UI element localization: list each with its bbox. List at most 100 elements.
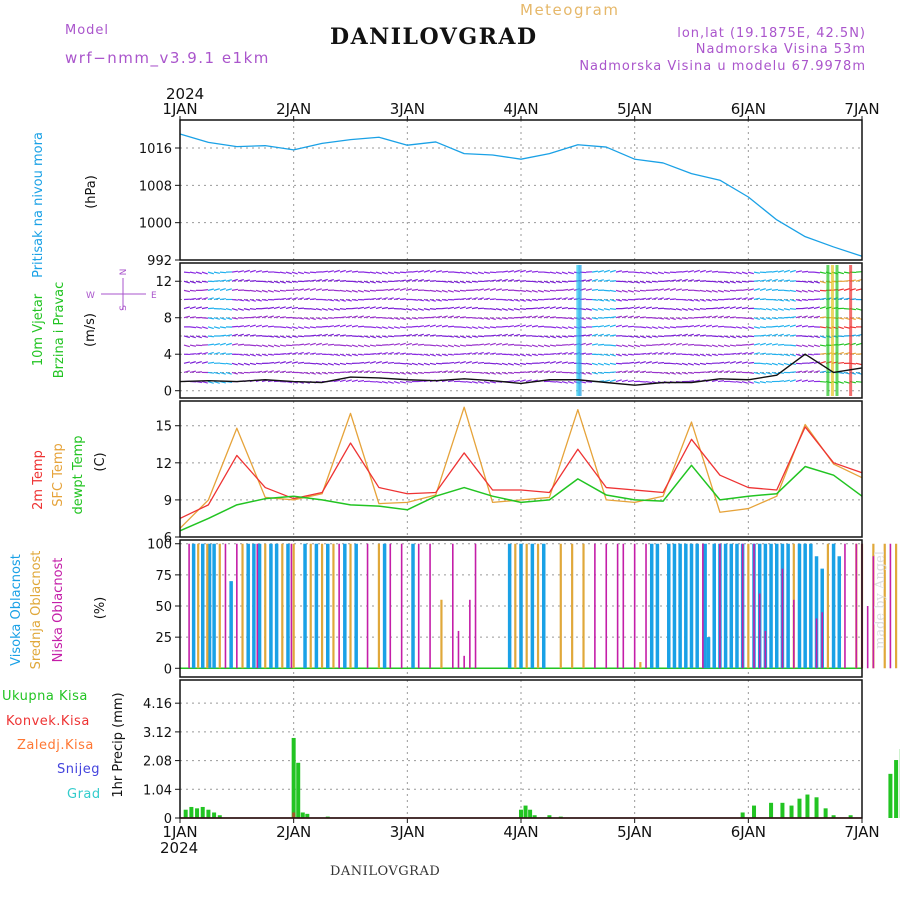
wind-barb (261, 298, 269, 302)
wind-barb (561, 271, 568, 275)
wind-barb (459, 297, 467, 301)
wind-barb (207, 371, 215, 374)
wind-barb (363, 370, 370, 374)
wind-barb (651, 361, 658, 364)
wind-barb (771, 298, 779, 301)
wind-barb (723, 306, 730, 310)
y-tick-label: 100 (147, 538, 172, 553)
wind-barb (189, 335, 196, 339)
wind-barb (747, 361, 755, 364)
wind-barb (777, 269, 784, 273)
wind-barb (237, 279, 244, 282)
wind-barb (705, 270, 712, 273)
wind-barb (597, 371, 605, 374)
model-altitude-text: Nadmorska Visina u modelu 67.9978m (579, 59, 866, 74)
wind-barb (711, 270, 719, 273)
wind-barb (357, 306, 364, 310)
wind-barb (735, 335, 742, 339)
wind-barb (429, 316, 437, 319)
wind-barb (417, 325, 425, 328)
wind-barb (789, 379, 796, 383)
wind-barb (843, 371, 850, 375)
wind-barb (819, 280, 826, 284)
wind-barb (561, 288, 569, 291)
wind-barb (543, 315, 550, 319)
wind-barb (759, 279, 766, 282)
wind-barb (519, 269, 526, 273)
wind-barb (807, 335, 814, 338)
wind-barb (801, 280, 809, 283)
wind-barb (369, 353, 377, 355)
wind-barb (525, 270, 532, 273)
wind-barb (213, 371, 220, 375)
wind-barb (351, 280, 359, 283)
wind-barb (705, 370, 712, 374)
wind-barb (447, 379, 455, 383)
wind-barb (231, 317, 238, 320)
bottom-tick-label: 1JAN (162, 823, 197, 841)
wind-barb (255, 370, 263, 374)
wind-barb (717, 315, 724, 319)
wind-barb (795, 353, 802, 357)
wind-barb (807, 353, 815, 356)
wind-barb (813, 344, 820, 348)
wind-barb (483, 352, 490, 355)
wind-barb (477, 271, 484, 275)
wind-barb (399, 334, 407, 337)
wind-barb (291, 352, 298, 355)
wind-barb (273, 280, 280, 284)
wind-barb (507, 343, 515, 346)
wind-barb (339, 308, 347, 311)
wind-barb (477, 361, 485, 364)
wind-barb (327, 371, 335, 375)
wind-barb (795, 379, 802, 383)
wind-barb (621, 289, 628, 293)
wind-barb (753, 342, 760, 346)
wind-barb (405, 279, 412, 282)
wind-barb (789, 371, 797, 374)
wind-barb (543, 335, 550, 339)
bottom-tick-label: 6JAN (731, 823, 766, 841)
wind-barb (387, 361, 395, 364)
wind-barb (429, 353, 436, 357)
wind-barb (681, 325, 689, 328)
wind-barb (525, 289, 532, 293)
wind-barb (819, 344, 827, 347)
wind-barb (345, 270, 352, 273)
wind-barb (483, 271, 491, 274)
wind-barb (267, 353, 275, 356)
wind-barb (303, 297, 310, 301)
wind-barb (363, 306, 370, 310)
wind-barb (291, 288, 299, 291)
wind-barb (225, 288, 232, 291)
wind-barb (783, 289, 791, 292)
wind-compass: N S W E (86, 269, 157, 311)
wind-barb (333, 379, 340, 383)
wind-barb (795, 270, 802, 273)
wind-barb (489, 362, 497, 365)
wind-barb (675, 317, 682, 320)
wind-barb (735, 352, 742, 355)
wind-barb (609, 308, 617, 310)
wind-barb (855, 317, 862, 320)
wind-barb (627, 325, 635, 328)
wind-barb (561, 335, 568, 338)
wind-barb (447, 370, 454, 374)
wind-barb (213, 297, 220, 301)
wind-barb (435, 298, 442, 302)
wind-barb (279, 289, 287, 292)
cloud-label-low: Niska Oblacnost (51, 558, 66, 663)
wind-barb (783, 353, 790, 357)
wind-barb (393, 288, 400, 291)
wind-barb (777, 362, 784, 366)
wind-barb (639, 335, 646, 339)
wind-barb (465, 380, 473, 384)
wind-barb (219, 380, 226, 384)
wind-barb (843, 279, 851, 282)
wind-barb (693, 308, 700, 311)
wind-barb (837, 361, 845, 364)
wind-barb (783, 324, 790, 328)
wind-barb (327, 362, 334, 366)
wind-barb (219, 326, 227, 329)
wind-barb (567, 351, 574, 355)
